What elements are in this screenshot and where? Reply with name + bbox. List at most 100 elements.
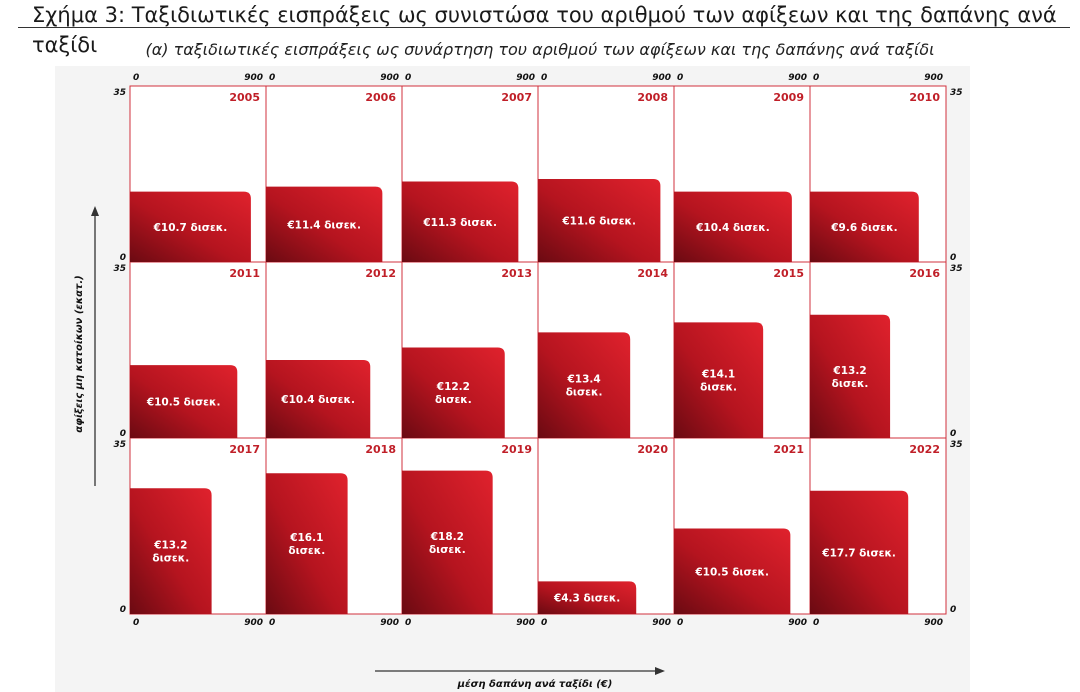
bar-value-label: €11.6 δισεκ.	[561, 216, 636, 228]
x-tick-label: 0	[133, 618, 139, 628]
panel-year-label: 2019	[501, 443, 532, 456]
bar-2016	[810, 314, 891, 438]
bar-2020	[538, 581, 637, 614]
x-tick-label: 0	[269, 73, 275, 83]
bar-value-label: €10.4 δισεκ.	[280, 394, 355, 406]
bar-value-label: δισεκ.	[288, 545, 325, 557]
bar-2009	[674, 191, 792, 262]
y-tick-label: 35	[113, 88, 126, 98]
panel-year-label: 2014	[637, 267, 668, 280]
y-tick-label: 0	[950, 429, 956, 439]
panel-year-label: 2022	[909, 443, 940, 456]
small-multiples-chart: 0 900 0 900 0 900 0 900 0 900 0 900 0 900 0 900 0 900 0 900…	[73, 73, 963, 690]
bar-value-label: δισεκ.	[435, 394, 472, 406]
x-tick-label: 900	[244, 73, 263, 83]
x-tick-label: 0	[677, 73, 683, 83]
x-tick-label: 900	[788, 618, 807, 628]
y-tick-label: 35	[113, 264, 126, 274]
x-tick-label: 900	[652, 618, 671, 628]
bar-value-label: €10.5 δισεκ.	[146, 397, 221, 409]
bar-2011	[130, 365, 238, 438]
bar-2012	[266, 360, 371, 438]
bar-value-label: €14.1	[701, 369, 735, 381]
bar-value-label: δισεκ.	[700, 382, 737, 394]
panel-year-label: 2007	[501, 91, 532, 104]
bar-value-label: €10.4 δισεκ.	[695, 222, 770, 234]
bar-value-label: δισεκ.	[566, 387, 603, 399]
bar-value-label: €4.3 δισεκ.	[553, 593, 620, 605]
y-axis-arrow-head	[91, 206, 99, 216]
y-tick-label: 35	[950, 440, 963, 450]
bar-value-label: €13.2	[832, 365, 866, 377]
y-tick-label: 0	[950, 605, 956, 615]
x-tick-label: 0	[405, 73, 411, 83]
panel-year-label: 2008	[637, 91, 668, 104]
bar-value-label: €18.2	[430, 531, 464, 543]
bar-value-label: δισεκ.	[152, 553, 189, 565]
bar-2005	[130, 191, 251, 262]
y-tick-label: 0	[120, 605, 126, 615]
y-tick-label: 35	[950, 264, 963, 274]
bar-value-label: δισεκ.	[429, 544, 466, 556]
y-tick-label: 0	[120, 253, 126, 263]
x-tick-label: 0	[269, 618, 275, 628]
bar-2021	[674, 528, 791, 614]
x-tick-label: 0	[405, 618, 411, 628]
x-tick-label: 0	[133, 73, 139, 83]
panel-year-label: 2009	[773, 91, 804, 104]
y-axis-title: αφίξεις μη κατοίκων (εκατ.)	[73, 275, 85, 432]
bar-2019	[402, 470, 493, 614]
x-tick-label: 0	[541, 618, 547, 628]
bar-2018	[266, 473, 348, 614]
x-tick-label: 900	[516, 618, 535, 628]
x-tick-label: 900	[380, 618, 399, 628]
figure-title: Σχήμα 3: Ταξιδιωτικές εισπράξεις ως συνι…	[32, 3, 1057, 57]
y-tick-label: 35	[113, 440, 126, 450]
bar-value-label: €9.6 δισεκ.	[830, 222, 897, 234]
panel-year-label: 2010	[909, 91, 940, 104]
bar-value-label: €11.4 δισεκ.	[286, 219, 361, 231]
x-tick-label: 900	[788, 73, 807, 83]
x-tick-label: 0	[541, 73, 547, 83]
bar-value-label: €12.2	[436, 381, 470, 393]
bar-value-label: €17.7 δισεκ.	[821, 547, 896, 559]
x-tick-label: 0	[813, 73, 819, 83]
bar-value-label: €13.2	[153, 540, 187, 552]
bar-2015	[674, 322, 764, 438]
bar-value-label: €10.7 δισεκ.	[153, 222, 228, 234]
y-tick-label: 0	[950, 253, 956, 263]
x-tick-label: 900	[516, 73, 535, 83]
bar-2008	[538, 179, 661, 262]
panel-year-label: 2015	[773, 267, 804, 280]
bar-value-label: €10.5 δισεκ.	[694, 566, 769, 578]
x-axis-title: μέση δαπάνη ανά ταξίδι (€)	[457, 678, 613, 690]
panel-year-label: 2021	[773, 443, 804, 456]
x-tick-label: 900	[924, 618, 943, 628]
bar-2013	[402, 347, 505, 438]
bar-2014	[538, 332, 631, 438]
y-tick-label: 35	[950, 88, 963, 98]
chart-area: 0 900 0 900 0 900 0 900 0 900 0 900 0 900 0 900 0 900 0 900…	[55, 66, 970, 692]
x-tick-label: 900	[380, 73, 399, 83]
x-tick-label: 900	[652, 73, 671, 83]
figure-subtitle: (α) ταξιδιωτικές εισπράξεις ως συνάρτηση…	[145, 40, 935, 59]
bar-value-label: €16.1	[289, 532, 323, 544]
bar-value-label: €13.4	[566, 374, 600, 386]
x-axis-arrow-head	[655, 667, 665, 675]
panel-year-label: 2020	[637, 443, 668, 456]
bar-2010	[810, 191, 919, 262]
panel-year-label: 2011	[229, 267, 260, 280]
bar-2006	[266, 186, 383, 262]
bar-value-label: €11.3 δισεκ.	[422, 217, 497, 229]
y-tick-label: 0	[120, 429, 126, 439]
panel-year-label: 2017	[229, 443, 260, 456]
x-tick-label: 900	[244, 618, 263, 628]
title-underline	[18, 27, 1070, 28]
x-tick-label: 0	[813, 618, 819, 628]
x-tick-label: 900	[924, 73, 943, 83]
bar-2017	[130, 488, 212, 614]
panel-year-label: 2016	[909, 267, 940, 280]
panel-year-label: 2018	[365, 443, 396, 456]
bar-2022	[810, 490, 909, 614]
bar-2007	[402, 181, 519, 262]
